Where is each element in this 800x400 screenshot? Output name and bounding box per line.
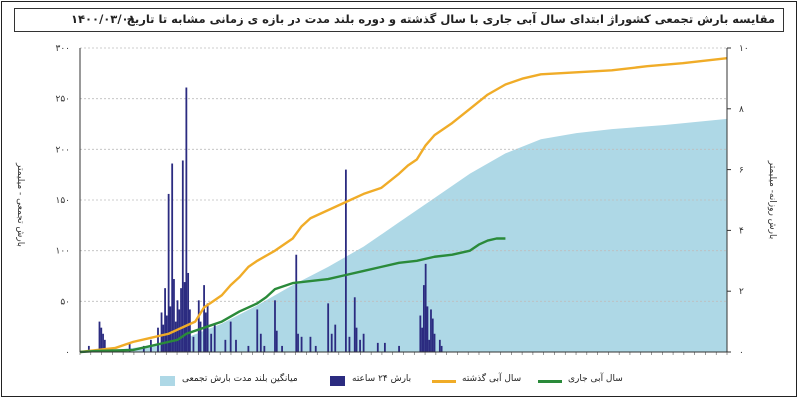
daily-bar (199, 321, 202, 352)
daily-bar (430, 309, 432, 352)
daily-bar (297, 333, 299, 352)
chart-date: ۱۴۰۰/۰۳/۰۱ (71, 12, 136, 26)
daily-bar (164, 288, 166, 352)
daily-bar (274, 300, 276, 352)
daily-bar (160, 312, 163, 352)
left-tick-label: ۲۵۰ (55, 95, 70, 105)
series-long-term-area (80, 118, 727, 352)
daily-bar (247, 345, 250, 352)
daily-bar (224, 339, 227, 352)
right-tick-label: ۴ (739, 226, 744, 236)
daily-bar (189, 309, 191, 352)
series-current-line (79, 237, 506, 354)
legend-label-long-term: میانگین بلند مدت بارش تجمعی (182, 374, 298, 384)
daily-bar (433, 333, 436, 352)
left-tick-label: ۳۰۰ (55, 44, 70, 54)
daily-bar (185, 87, 188, 353)
daily-bar (157, 327, 159, 352)
left-tick-label: ۰ (65, 348, 70, 358)
daily-bar (171, 163, 174, 352)
daily-bar (438, 339, 441, 352)
legend-label-daily: بارش ۲۴ ساعته (352, 374, 412, 384)
legend-label-current: سال آبی جاری (568, 374, 623, 384)
daily-bar (103, 339, 106, 352)
daily-bar (419, 315, 422, 352)
left-tick-label: ۱۰۰ (55, 247, 70, 257)
daily-bar (100, 327, 103, 352)
daily-bar (314, 345, 317, 352)
legend-swatch-long-term (160, 376, 175, 386)
daily-bar (98, 321, 101, 352)
legend-swatch-last-year (432, 380, 456, 383)
daily-bar (178, 309, 181, 352)
legend-swatch-current (538, 380, 562, 383)
daily-bar (162, 324, 165, 352)
left-tick-label: ۵۰ (60, 297, 70, 307)
series-last-year-line (79, 56, 728, 354)
daily-bar (204, 312, 207, 352)
daily-bar (169, 306, 172, 352)
right-tick-label: ۰ (739, 348, 744, 358)
daily-bar (197, 300, 200, 352)
daily-bar (174, 321, 177, 352)
daily-bar (213, 324, 216, 352)
daily-bar (183, 282, 186, 352)
daily-bar (235, 339, 237, 352)
chart-title-box: مقایسه بارش تجمعی کشوراژ ابتدای سال آبی … (14, 8, 784, 32)
chart-title: مقایسه بارش تجمعی کشوراژ ابتدای سال آبی … (126, 12, 775, 26)
right-tick-label: ۶ (739, 166, 744, 176)
daily-bar (353, 297, 356, 352)
daily-bar (431, 318, 434, 352)
daily-bar (87, 345, 90, 352)
daily-bar (102, 333, 104, 352)
daily-bar (359, 339, 361, 352)
daily-bar (259, 333, 262, 352)
right-tick-label: ۱۰ (739, 44, 749, 54)
right-tick-label: ۸ (739, 105, 744, 115)
daily-bar (263, 345, 266, 352)
daily-bar (256, 309, 259, 352)
daily-bar (344, 169, 347, 352)
daily-bar (330, 333, 333, 352)
daily-bar (128, 342, 131, 352)
daily-bar (300, 336, 303, 352)
daily-bar (424, 263, 427, 352)
daily-bar (173, 279, 175, 352)
legend-label-last-year: سال آبی گذشته (462, 374, 522, 384)
daily-bar (348, 336, 351, 352)
daily-bar (229, 321, 232, 352)
daily-bar (355, 327, 358, 352)
daily-bar (295, 254, 298, 352)
daily-bar (167, 193, 170, 352)
daily-bar (440, 345, 443, 352)
daily-bar (428, 339, 431, 352)
daily-bar (398, 345, 400, 352)
daily-bar (210, 333, 213, 352)
daily-bar (309, 336, 312, 352)
daily-bar (281, 345, 283, 352)
daily-bar (334, 324, 337, 352)
daily-bar (362, 333, 365, 352)
daily-bar (187, 272, 190, 352)
daily-bar (176, 300, 179, 352)
daily-bar (180, 288, 182, 352)
legend-swatch-daily (330, 376, 345, 386)
right-tick-label: ۲ (739, 287, 744, 297)
left-tick-label: ۱۵۰ (55, 196, 70, 206)
daily-bar (203, 285, 205, 352)
daily-bar (192, 336, 195, 352)
left-tick-label: ۲۰۰ (55, 145, 70, 155)
daily-bar (142, 345, 145, 352)
daily-bar (426, 306, 429, 352)
daily-bar (275, 330, 278, 352)
daily-bar (422, 285, 425, 352)
daily-bar (376, 342, 379, 352)
daily-bar (181, 160, 184, 352)
daily-bar (327, 303, 330, 352)
daily-bar (421, 327, 424, 352)
daily-bar (383, 342, 386, 352)
